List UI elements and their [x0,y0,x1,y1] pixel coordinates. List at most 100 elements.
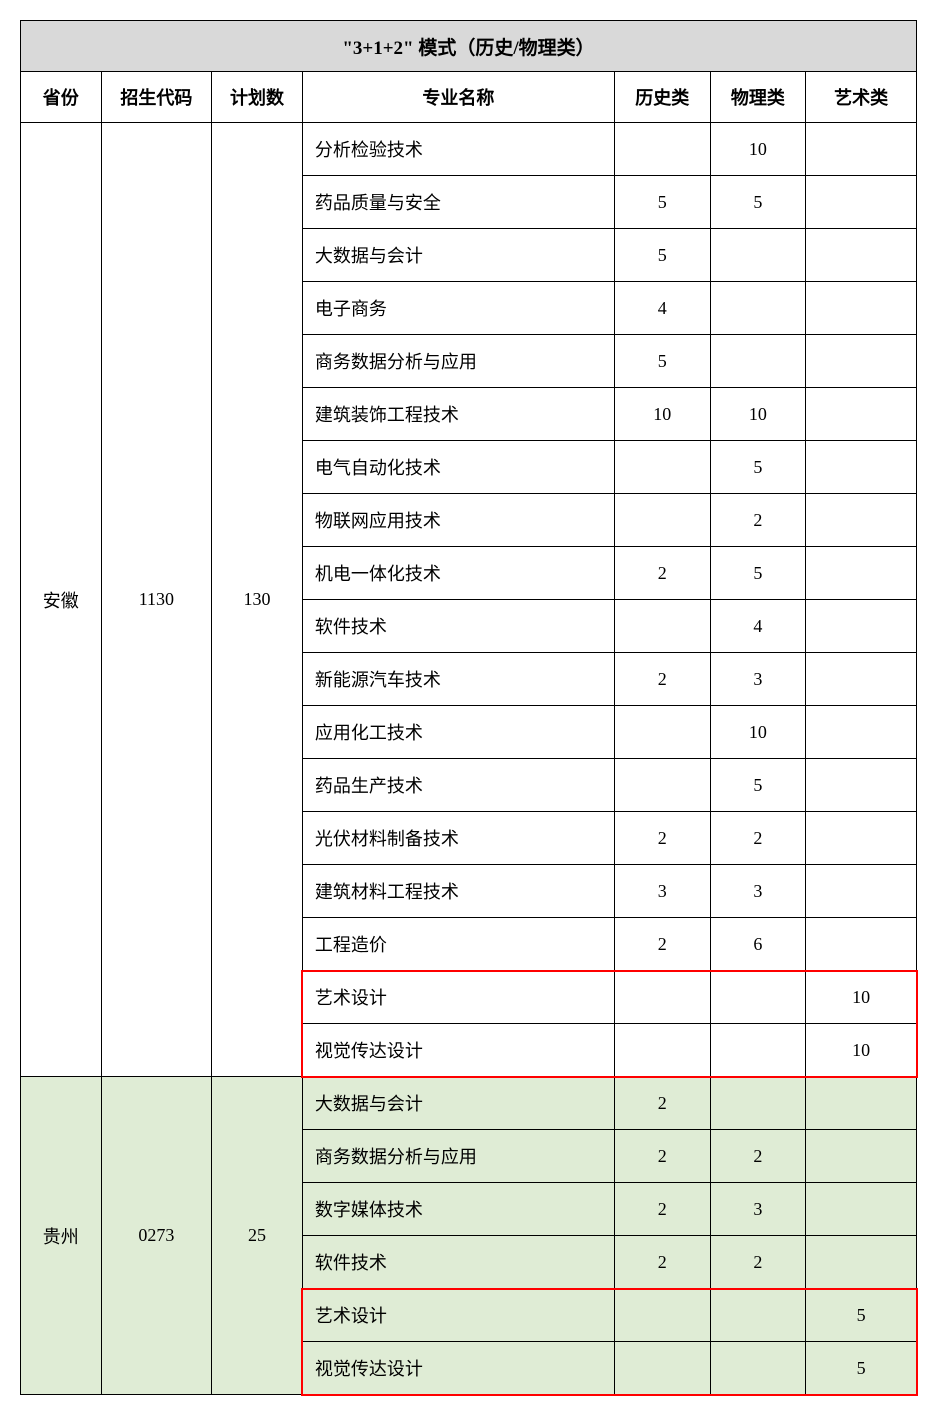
major-cell: 物联网应用技术 [302,494,614,547]
major-cell: 光伏材料制备技术 [302,812,614,865]
physics-cell [710,1077,806,1130]
art-cell: 5 [806,1342,917,1395]
art-cell [806,494,917,547]
history-cell: 5 [614,176,710,229]
physics-cell: 3 [710,1183,806,1236]
art-cell: 10 [806,971,917,1024]
history-cell [614,494,710,547]
major-cell: 大数据与会计 [302,229,614,282]
art-cell [806,547,917,600]
art-cell [806,1130,917,1183]
major-cell: 建筑装饰工程技术 [302,388,614,441]
physics-cell: 5 [710,547,806,600]
physics-cell [710,1289,806,1342]
art-cell: 5 [806,1289,917,1342]
history-cell: 5 [614,335,710,388]
major-cell: 软件技术 [302,1236,614,1289]
art-cell [806,176,917,229]
physics-cell [710,282,806,335]
major-cell: 新能源汽车技术 [302,653,614,706]
history-cell: 2 [614,653,710,706]
physics-cell: 2 [710,812,806,865]
physics-cell: 5 [710,176,806,229]
history-cell: 2 [614,1130,710,1183]
art-cell [806,1077,917,1130]
plan-cell: 130 [212,123,303,1077]
major-cell: 视觉传达设计 [302,1024,614,1077]
history-cell: 4 [614,282,710,335]
major-cell: 电气自动化技术 [302,441,614,494]
history-cell [614,123,710,176]
major-cell: 应用化工技术 [302,706,614,759]
physics-cell: 5 [710,759,806,812]
physics-cell: 10 [710,123,806,176]
art-cell [806,335,917,388]
history-cell [614,971,710,1024]
major-cell: 建筑材料工程技术 [302,865,614,918]
plan-cell: 25 [212,1077,303,1395]
physics-cell [710,229,806,282]
code-cell: 0273 [101,1077,212,1395]
history-cell: 2 [614,547,710,600]
province-cell: 贵州 [21,1077,102,1395]
art-cell [806,600,917,653]
art-cell: 10 [806,1024,917,1077]
physics-cell: 2 [710,1236,806,1289]
history-cell [614,1289,710,1342]
col-header-plan: 计划数 [212,72,303,123]
col-header-history: 历史类 [614,72,710,123]
major-cell: 分析检验技术 [302,123,614,176]
physics-cell: 2 [710,1130,806,1183]
art-cell [806,1183,917,1236]
history-cell [614,759,710,812]
major-cell: 工程造价 [302,918,614,971]
art-cell [806,812,917,865]
table-container: "3+1+2" 模式（历史/物理类）省份招生代码计划数专业名称历史类物理类艺术类… [20,20,917,1395]
major-cell: 艺术设计 [302,1289,614,1342]
history-cell: 2 [614,1236,710,1289]
table-title: "3+1+2" 模式（历史/物理类） [21,21,917,72]
major-cell: 电子商务 [302,282,614,335]
history-cell: 2 [614,1183,710,1236]
physics-cell: 5 [710,441,806,494]
col-header-physics: 物理类 [710,72,806,123]
major-cell: 机电一体化技术 [302,547,614,600]
major-cell: 药品生产技术 [302,759,614,812]
admission-plan-table: "3+1+2" 模式（历史/物理类）省份招生代码计划数专业名称历史类物理类艺术类… [20,20,917,1395]
art-cell [806,759,917,812]
art-cell [806,653,917,706]
physics-cell [710,971,806,1024]
physics-cell: 10 [710,388,806,441]
physics-cell: 3 [710,653,806,706]
col-header-major: 专业名称 [302,72,614,123]
physics-cell: 6 [710,918,806,971]
history-cell: 5 [614,229,710,282]
art-cell [806,388,917,441]
art-cell [806,282,917,335]
art-cell [806,1236,917,1289]
major-cell: 视觉传达设计 [302,1342,614,1395]
history-cell: 2 [614,812,710,865]
history-cell: 3 [614,865,710,918]
physics-cell [710,335,806,388]
history-cell [614,706,710,759]
physics-cell: 10 [710,706,806,759]
major-cell: 软件技术 [302,600,614,653]
province-cell: 安徽 [21,123,102,1077]
history-cell [614,441,710,494]
physics-cell: 3 [710,865,806,918]
history-cell [614,1024,710,1077]
physics-cell [710,1024,806,1077]
art-cell [806,123,917,176]
col-header-code: 招生代码 [101,72,212,123]
major-cell: 艺术设计 [302,971,614,1024]
major-cell: 商务数据分析与应用 [302,1130,614,1183]
history-cell: 10 [614,388,710,441]
art-cell [806,865,917,918]
art-cell [806,706,917,759]
col-header-art: 艺术类 [806,72,917,123]
art-cell [806,441,917,494]
col-header-province: 省份 [21,72,102,123]
art-cell [806,229,917,282]
history-cell [614,1342,710,1395]
